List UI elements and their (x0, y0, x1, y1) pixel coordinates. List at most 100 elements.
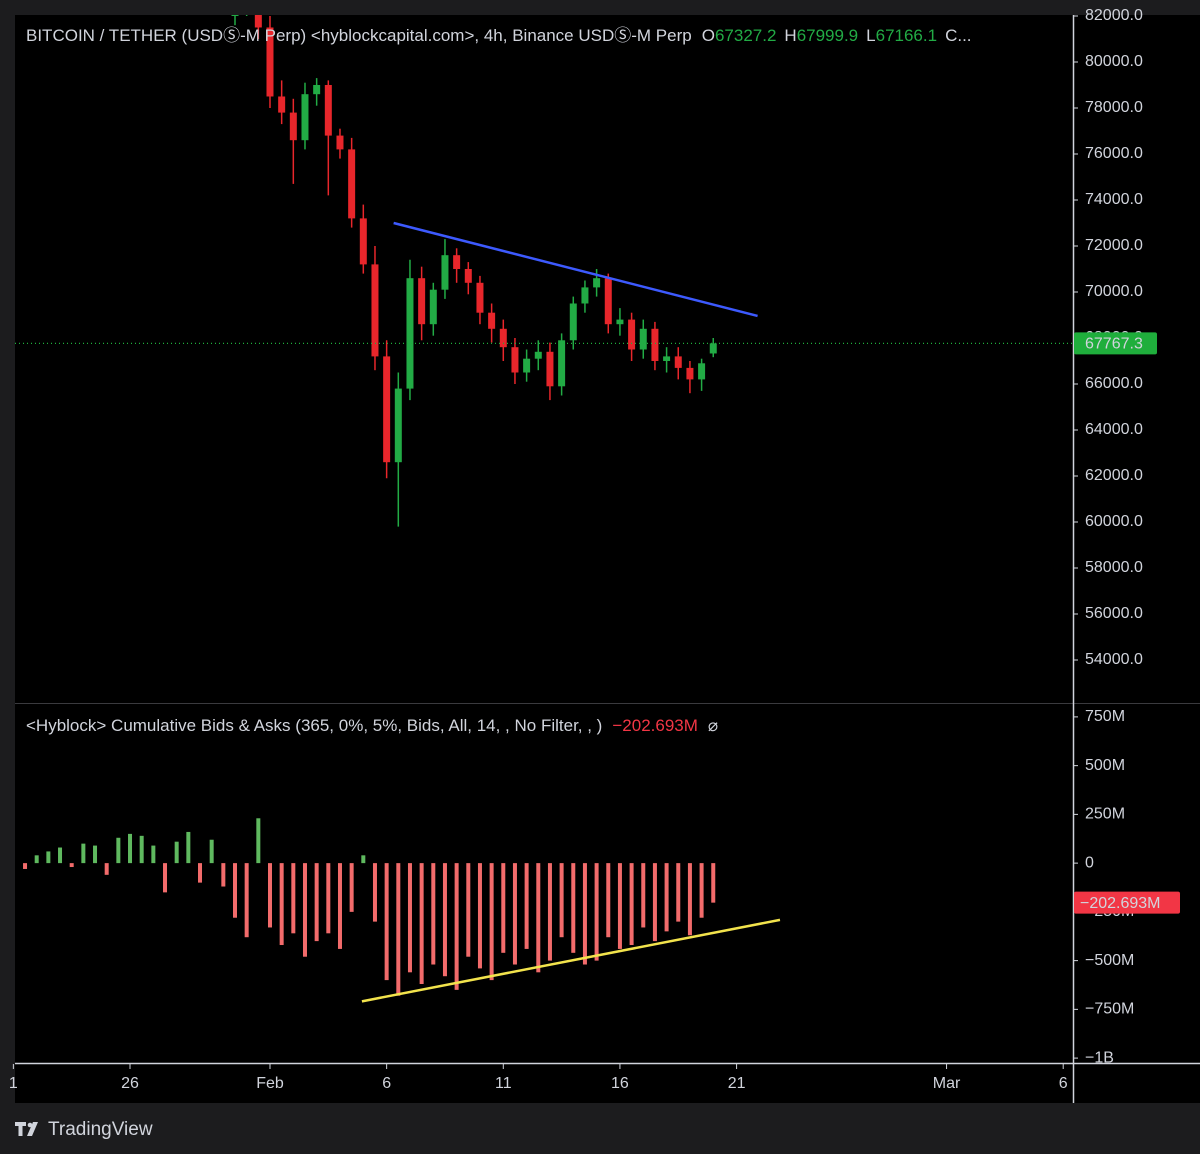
brand-name: TradingView (48, 1119, 153, 1140)
y-tick-label: 66000.0 (1085, 375, 1143, 392)
histogram-bar (396, 863, 401, 996)
candle-body (569, 303, 577, 341)
trendline (393, 221, 758, 318)
histogram-bar (34, 855, 39, 864)
legend-value: 67999.9 (797, 26, 858, 45)
candle-body (453, 255, 461, 269)
histogram-bar (431, 863, 436, 965)
candle-body (639, 328, 647, 350)
price-legend: BITCOIN / TETHER (USDⓈ-M Perp) <hyblockc… (26, 26, 972, 45)
histogram-bar (477, 863, 482, 969)
indicator-legend: <Hyblock> Cumulative Bids & Asks (365, 0… (26, 716, 718, 735)
chart-background (15, 15, 1200, 1103)
histogram-bar (81, 843, 86, 864)
candle-body (371, 264, 379, 357)
last-value-label: −202.693M (1080, 895, 1161, 912)
histogram-bar (139, 835, 144, 864)
status-icon: ⌀ (708, 716, 718, 735)
histogram-bar (664, 863, 669, 932)
x-tick-label: 26 (121, 1075, 139, 1092)
histogram-bar (617, 863, 622, 949)
candle-body (406, 278, 414, 389)
y-tick-label: 58000.0 (1085, 559, 1143, 576)
symbol-title: BITCOIN / TETHER (USDⓈ-M Perp) <hyblockc… (26, 26, 692, 45)
axes: 54000.0 56000.0 58000.0 60000.0 62000.0 64000… (9, 7, 1180, 1092)
histogram-bar (629, 863, 634, 946)
candle-body (464, 268, 472, 283)
legend-key: C... (945, 26, 971, 45)
histogram-bar (711, 863, 716, 903)
histogram-bar (256, 818, 261, 864)
candle-body (686, 367, 694, 380)
candle-body (534, 351, 542, 359)
candle-body (499, 328, 507, 348)
candle-body (593, 278, 601, 288)
histogram-bar (641, 863, 646, 928)
histogram-bar (559, 863, 564, 938)
histogram-bar (582, 863, 587, 965)
histogram-bar (606, 863, 611, 938)
histogram-bar (23, 863, 28, 869)
candle-body (698, 363, 706, 380)
x-tick-label: 1 (9, 1075, 18, 1092)
histogram-bar (69, 863, 74, 868)
legend-key: H (784, 26, 796, 45)
candle-body (266, 27, 274, 97)
histogram-bar (372, 863, 377, 922)
x-tick-label: 6 (382, 1075, 391, 1092)
x-tick-label: 21 (728, 1075, 746, 1092)
histogram-bar (361, 855, 366, 864)
histogram-bar (221, 863, 226, 887)
y-tick-label: 750M (1085, 708, 1125, 725)
x-tick-label: Feb (256, 1075, 284, 1092)
y-tick-label: 72000.0 (1085, 237, 1143, 254)
brand-logo (15, 1122, 38, 1136)
legend-key: O (702, 26, 715, 45)
candle-body (709, 343, 717, 354)
histogram-bar (407, 863, 412, 973)
candle-body (674, 356, 682, 368)
histogram-bar (267, 863, 272, 928)
candle-body (359, 218, 367, 265)
histogram-bar (536, 863, 541, 973)
y-tick-label: 500M (1085, 757, 1125, 774)
histogram-bar (442, 863, 447, 977)
x-tick-label: 11 (495, 1075, 512, 1092)
candle-body (336, 135, 344, 150)
histogram-bar (232, 863, 237, 918)
y-tick-label: 250M (1085, 806, 1125, 823)
histogram-bar (128, 833, 133, 864)
histogram-bar (489, 863, 494, 981)
y-tick-label: 82000.0 (1085, 7, 1143, 24)
histogram-bar (302, 863, 307, 957)
histogram-bar (594, 863, 599, 961)
candle-body (429, 289, 437, 325)
histogram-bar (58, 847, 63, 864)
candle-body (523, 358, 531, 373)
histogram-bar (198, 863, 203, 883)
candle-body (476, 282, 484, 313)
histogram-bar (291, 863, 296, 934)
histogram-bar (186, 831, 191, 864)
candle-body (604, 278, 612, 325)
histogram-bar (512, 863, 517, 965)
histogram-bar (326, 863, 331, 934)
y-tick-label: 54000.0 (1085, 651, 1143, 668)
y-tick-label: 80000.0 (1085, 53, 1143, 70)
candle-body (313, 84, 321, 95)
candle-body (488, 312, 496, 329)
x-tick-label: Mar (933, 1075, 961, 1092)
last-price-label: 67767.3 (1085, 336, 1143, 353)
y-tick-label: −750M (1085, 1001, 1134, 1018)
histogram-bar (314, 863, 319, 942)
x-tick-label: 16 (611, 1075, 629, 1092)
histogram-bar (349, 863, 354, 912)
histogram-bar (652, 863, 657, 942)
y-tick-label: 70000.0 (1085, 283, 1143, 300)
x-tick-label: 6 (1059, 1075, 1068, 1092)
histogram-bar (524, 863, 529, 949)
histogram-bar (163, 863, 168, 893)
histogram-bar (337, 863, 342, 949)
candle-body (663, 356, 671, 361)
